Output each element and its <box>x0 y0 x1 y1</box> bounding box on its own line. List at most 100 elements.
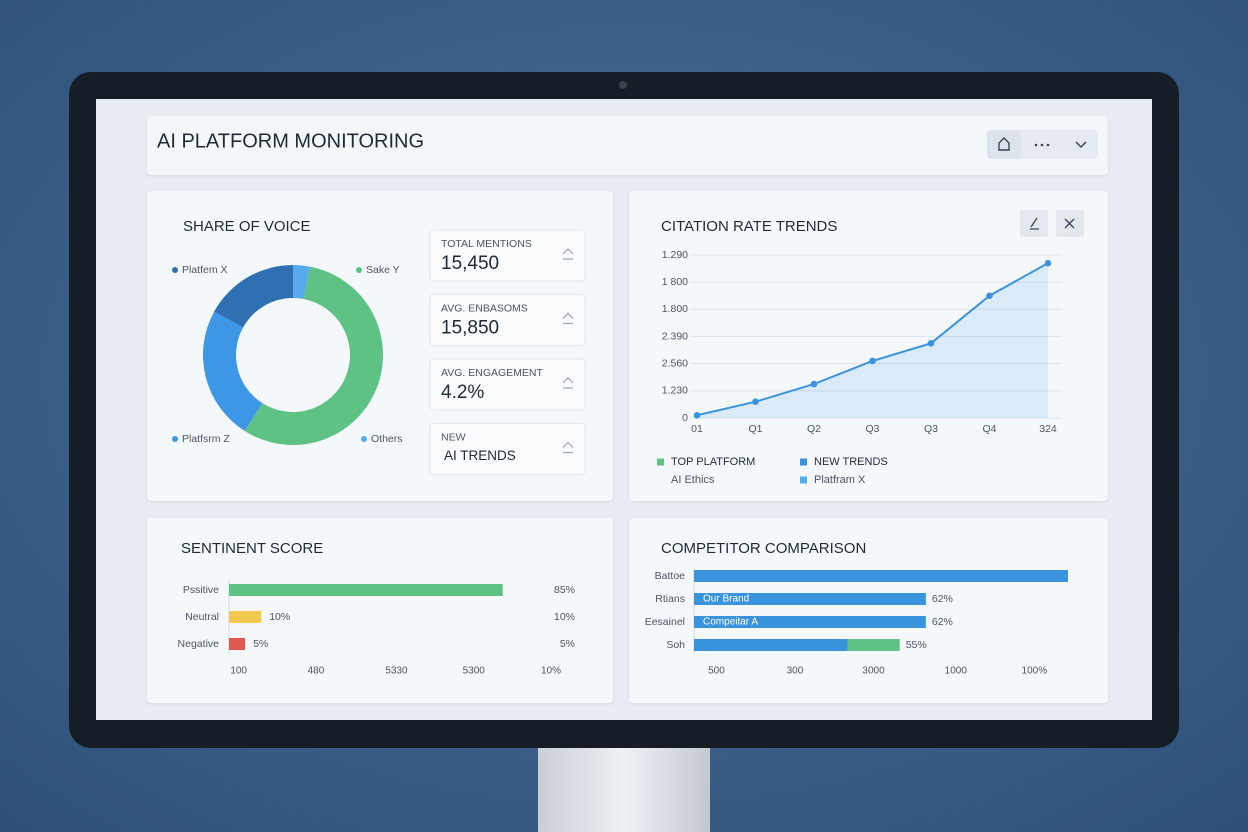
point <box>927 339 935 347</box>
y-tick-label: Pssitive <box>183 584 219 596</box>
x-tick-label: 100% <box>1022 666 1048 677</box>
point <box>1044 259 1052 267</box>
chart-actions <box>1020 210 1084 237</box>
x-tick-label: Q4 <box>982 423 996 435</box>
stat-label: NEW <box>441 431 466 443</box>
home-button[interactable] <box>987 130 1021 159</box>
y-tick-label: 1 800 <box>662 276 688 288</box>
point <box>869 357 876 365</box>
x-tick-label: Q3 <box>865 423 879 435</box>
x-tick-label: 480 <box>308 666 325 677</box>
y-tick-label: Battoe <box>655 570 686 582</box>
stat-value: 4.2% <box>441 382 484 403</box>
stat-chevron <box>562 312 574 325</box>
y-tick-label: 2.390 <box>662 330 688 342</box>
stat-card <box>429 423 586 475</box>
x-tick-label: 300 <box>787 666 804 677</box>
legend-label: NEW TRENDS <box>814 456 888 468</box>
value-label: 10% <box>269 611 290 623</box>
chart-title: CITATION RATE TRENDS <box>661 218 837 235</box>
x-tick-label: 01 <box>691 423 703 435</box>
donut-slice <box>214 265 293 328</box>
y-tick-label: 1.290 <box>662 249 688 261</box>
stat-card <box>429 229 586 282</box>
x-tick-label: 10% <box>541 666 561 677</box>
stat-label: AVG. ENBASOMS <box>441 302 528 314</box>
point <box>986 292 993 300</box>
y-tick-label: Negative <box>178 638 220 650</box>
legend-swatch <box>800 476 807 484</box>
value-label: 5% <box>560 638 575 650</box>
point <box>752 398 759 406</box>
bar <box>229 584 503 596</box>
y-tick-label: Soh <box>666 639 685 651</box>
x-tick-label: 5300 <box>463 666 486 677</box>
page-title: AI PLATFORM MONITORING <box>157 130 424 152</box>
legend-swatch <box>800 458 807 466</box>
area <box>697 263 1048 418</box>
y-tick-label: 0 <box>682 412 688 424</box>
x-tick-label: 1000 <box>945 666 968 677</box>
value-label: 10% <box>554 611 575 623</box>
panel <box>147 518 613 703</box>
stat-chevron <box>562 248 574 260</box>
chart-title: SENTINENT SCORE <box>181 540 323 557</box>
more-button[interactable] <box>1034 143 1050 147</box>
legend-label: Platfram X <box>814 474 866 486</box>
legend-dot <box>172 436 178 442</box>
x-tick-label: 324 <box>1039 423 1057 435</box>
legend-label: Platfem X <box>182 264 228 276</box>
y-tick-label: 1.800 <box>662 303 688 315</box>
value-label: 62% <box>932 593 953 605</box>
legend-label: Platfsrm Z <box>182 433 230 445</box>
y-tick-label: 2.560 <box>662 357 688 369</box>
bar <box>694 570 1068 582</box>
y-tick-label: Neutral <box>185 611 219 623</box>
y-tick-label: 1.230 <box>662 385 688 397</box>
donut-slice <box>293 265 310 300</box>
bar <box>694 616 926 628</box>
legend-dot <box>356 267 362 273</box>
bar-label: Compeitar A <box>703 617 758 628</box>
legend-label: Sake Y <box>366 264 400 276</box>
monitor-stand <box>538 746 710 832</box>
x-tick-label: Q2 <box>807 423 821 435</box>
stat-card <box>429 294 586 346</box>
donut-slice <box>203 311 263 431</box>
collapse-button[interactable] <box>1075 141 1087 149</box>
value-label: 62% <box>932 616 953 628</box>
y-tick-label: Eesainel <box>645 616 685 628</box>
x-tick-label: Q1 <box>748 423 762 435</box>
bar-label: Our Brand <box>703 594 749 605</box>
header-bar <box>147 116 1108 175</box>
chart-title: SHARE OF VOICE <box>183 218 311 235</box>
x-tick-label: 500 <box>708 666 725 677</box>
camera <box>619 81 627 89</box>
bar <box>694 593 926 605</box>
stat-value: 15,850 <box>441 318 499 339</box>
bar <box>229 611 262 623</box>
bar <box>694 639 848 651</box>
stat-label: TOTAL MENTIONS <box>441 238 532 250</box>
value-label: 85% <box>554 584 575 596</box>
legend-label: Others <box>371 433 403 445</box>
panel <box>629 518 1108 703</box>
stat-chevron <box>562 441 574 454</box>
legend-dot <box>361 436 367 442</box>
value-label: 55% <box>906 639 927 651</box>
point <box>693 411 701 419</box>
stat-card <box>429 358 586 411</box>
legend-dot <box>172 267 178 273</box>
chart-title: COMPETITOR COMPARISON <box>661 540 866 557</box>
header-controls <box>987 130 1098 159</box>
stat-value: 15,450 <box>441 253 499 274</box>
stat-label: AVG. ENGAGEMENT <box>441 367 543 379</box>
legend-label: TOP PLATFORM <box>671 456 755 468</box>
x-tick-label: Q3 <box>924 423 938 435</box>
donut-slice <box>244 266 383 445</box>
x-tick-label: 5330 <box>385 666 408 677</box>
bar <box>229 638 246 650</box>
stat-chevron <box>562 377 574 389</box>
